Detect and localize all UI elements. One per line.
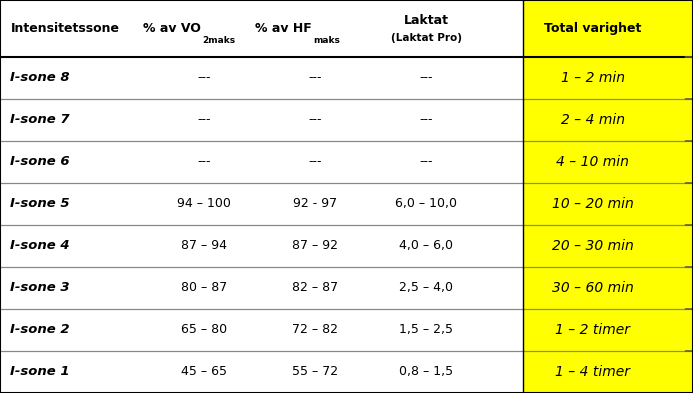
Text: % av VO: % av VO [143, 22, 201, 35]
Text: I-sone 4: I-sone 4 [10, 239, 70, 252]
Text: 4,0 – 6,0: 4,0 – 6,0 [399, 239, 453, 252]
Text: 6,0 – 10,0: 6,0 – 10,0 [395, 198, 457, 211]
Text: 2,5 – 4,0: 2,5 – 4,0 [399, 281, 453, 294]
Text: % av HF: % av HF [255, 22, 312, 35]
Text: ---: --- [198, 72, 211, 84]
Text: Intensitetssone: Intensitetssone [10, 22, 119, 35]
Text: 87 – 94: 87 – 94 [182, 239, 227, 252]
Text: 2 – 4 min: 2 – 4 min [561, 113, 624, 127]
Text: ---: --- [308, 156, 322, 169]
Text: I-sone 5: I-sone 5 [10, 198, 70, 211]
Text: I-sone 8: I-sone 8 [10, 72, 70, 84]
Text: ---: --- [308, 114, 322, 127]
Text: Total varighet: Total varighet [544, 22, 641, 35]
Text: 0,8 – 1,5: 0,8 – 1,5 [399, 365, 453, 378]
Text: ---: --- [419, 72, 433, 84]
Text: 55 – 72: 55 – 72 [292, 365, 338, 378]
Text: (Laktat Pro): (Laktat Pro) [391, 33, 462, 43]
Text: I-sone 2: I-sone 2 [10, 323, 70, 336]
Text: 80 – 87: 80 – 87 [182, 281, 227, 294]
Text: 1 – 2 min: 1 – 2 min [561, 71, 624, 85]
Text: 10 – 20 min: 10 – 20 min [552, 197, 633, 211]
Text: 20 – 30 min: 20 – 30 min [552, 239, 633, 253]
Text: I-sone 7: I-sone 7 [10, 114, 70, 127]
Text: ---: --- [198, 156, 211, 169]
Text: 94 – 100: 94 – 100 [177, 198, 231, 211]
Text: 87 – 92: 87 – 92 [292, 239, 338, 252]
Text: I-sone 3: I-sone 3 [10, 281, 70, 294]
Bar [523, 57, 693, 393]
Text: 1,5 – 2,5: 1,5 – 2,5 [399, 323, 453, 336]
Text: 72 – 82: 72 – 82 [292, 323, 338, 336]
Text: maks: maks [313, 37, 340, 45]
Text: 92 - 97: 92 - 97 [293, 198, 337, 211]
Text: ---: --- [198, 114, 211, 127]
Text: 2maks: 2maks [202, 37, 236, 45]
Bar [523, 0, 693, 57]
Text: 45 – 65: 45 – 65 [182, 365, 227, 378]
Text: 65 – 80: 65 – 80 [182, 323, 227, 336]
Text: Laktat: Laktat [404, 14, 448, 27]
Text: ---: --- [419, 114, 433, 127]
Text: 1 – 4 timer: 1 – 4 timer [555, 365, 630, 379]
Text: I-sone 1: I-sone 1 [10, 365, 70, 378]
Text: 4 – 10 min: 4 – 10 min [556, 155, 629, 169]
Text: ---: --- [419, 156, 433, 169]
Text: ---: --- [308, 72, 322, 84]
Text: 1 – 2 timer: 1 – 2 timer [555, 323, 630, 337]
Text: 82 – 87: 82 – 87 [292, 281, 338, 294]
Text: I-sone 6: I-sone 6 [10, 156, 70, 169]
Text: 30 – 60 min: 30 – 60 min [552, 281, 633, 295]
